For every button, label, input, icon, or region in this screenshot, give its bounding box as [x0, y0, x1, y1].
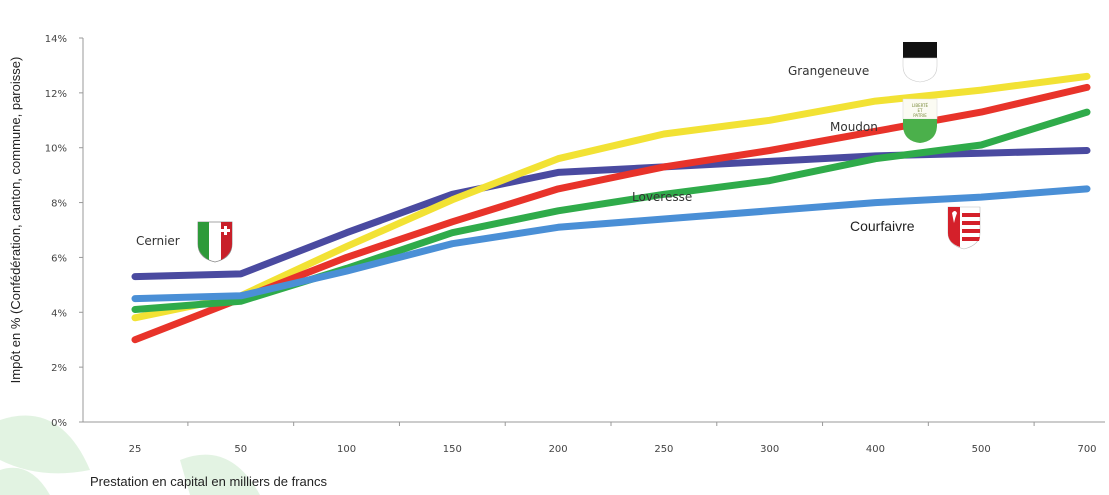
x-tick-label: 250	[654, 444, 673, 455]
series-line-cernier	[131, 147, 1091, 281]
x-tick-label: 300	[760, 444, 779, 455]
y-tick-label: 2%	[51, 363, 67, 374]
svg-text:ET: ET	[918, 108, 924, 113]
y-tick-label: 10%	[45, 144, 67, 155]
series-line-grangeneuve	[131, 72, 1091, 322]
y-tick-label: 6%	[51, 253, 67, 264]
vaud-flag-icon: LIBERTÉ ET PATRIE	[902, 98, 938, 143]
svg-text:PATRIE: PATRIE	[913, 113, 927, 118]
annotation-courfaivre: Courfaivre	[850, 218, 915, 234]
neuchatel-flag-icon	[197, 221, 233, 263]
annotation-loveresse: Loveresse	[632, 190, 692, 204]
series-line-courfaivre	[131, 185, 1091, 303]
annotation-grangeneuve: Grangeneuve	[788, 64, 869, 78]
x-tick-label: 25	[129, 444, 142, 455]
y-tick-label: 4%	[51, 308, 67, 319]
jura-flag-icon	[947, 206, 981, 250]
y-tick-label: 12%	[45, 89, 67, 100]
x-tick-label: 500	[972, 444, 991, 455]
x-tick-label: 100	[337, 444, 356, 455]
x-tick-label: 50	[234, 444, 247, 455]
x-tick-label: 700	[1077, 444, 1096, 455]
annotation-cernier: Cernier	[136, 234, 180, 248]
y-tick-label: 0%	[51, 418, 67, 429]
x-tick-label: 400	[866, 444, 885, 455]
x-tick-label: 200	[549, 444, 568, 455]
x-axis-title: Prestation en capital en milliers de fra…	[90, 474, 328, 489]
x-ticks: 25 50 100 150 200 250 300 400 500 700	[129, 422, 1097, 455]
svg-text:LIBERTÉ: LIBERTÉ	[912, 103, 929, 108]
annotation-moudon: Moudon	[830, 120, 878, 134]
y-ticks: 0% 2% 4% 6% 8% 10% 12% 14%	[45, 34, 83, 429]
x-tick-label: 150	[443, 444, 462, 455]
y-axis-title: Impôt en % (Confédération, canton, commu…	[8, 57, 23, 384]
series-lines	[131, 72, 1091, 344]
y-tick-label: 14%	[45, 34, 67, 45]
series-line-moudon	[131, 83, 1091, 344]
background-leaf-decoration	[0, 415, 260, 495]
fribourg-flag-icon	[902, 42, 938, 83]
y-tick-label: 8%	[51, 199, 67, 210]
